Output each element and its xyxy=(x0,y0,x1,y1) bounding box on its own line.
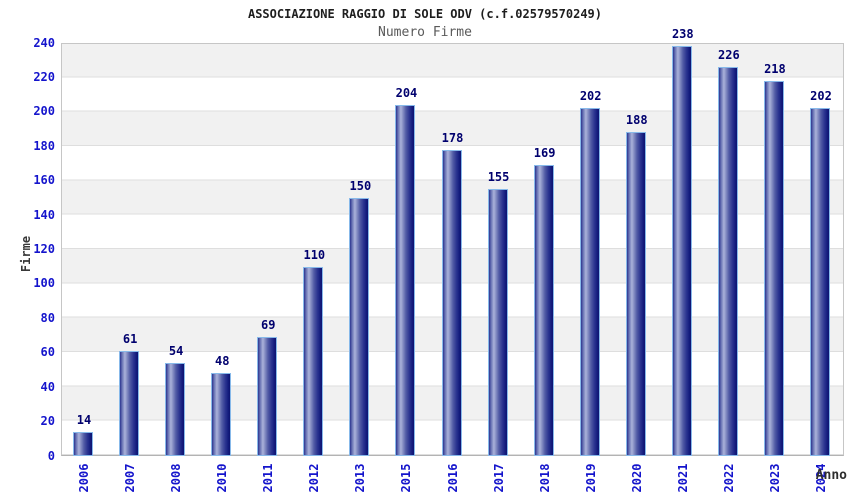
bar-value-label: 48 xyxy=(214,354,230,369)
x-tick-label: 2011 xyxy=(261,463,276,493)
y-tick-label: 180 xyxy=(33,138,55,153)
y-tick-label: 140 xyxy=(33,207,55,222)
x-tick-label: 2007 xyxy=(123,463,138,493)
x-tick-label: 2006 xyxy=(77,463,92,493)
bar-2021 xyxy=(671,46,692,456)
bar-2018 xyxy=(533,165,554,456)
y-tick-label: 100 xyxy=(33,276,55,291)
y-tick-label: 20 xyxy=(40,414,55,429)
y-tick-label: 60 xyxy=(40,345,55,360)
bar-value-label: 14 xyxy=(76,412,92,427)
bar-value-label: 188 xyxy=(625,113,648,128)
y-tick-label: 40 xyxy=(40,379,55,394)
x-axis-title: Anno xyxy=(815,468,847,483)
y-tick-label: 80 xyxy=(40,310,55,325)
bar-2023 xyxy=(763,80,784,456)
bar-value-label: 54 xyxy=(168,344,184,359)
bar-value-label: 169 xyxy=(533,146,556,161)
bar-2016 xyxy=(441,149,462,456)
bar-value-label: 238 xyxy=(671,27,694,42)
y-tick-label: 120 xyxy=(33,242,55,256)
x-tick-label: 2012 xyxy=(307,463,322,493)
x-tick-label: 2020 xyxy=(629,463,644,493)
bar-2011 xyxy=(257,337,278,456)
y-tick-label: 240 xyxy=(33,35,55,50)
bar-2012 xyxy=(303,266,324,456)
x-tick-label: 2015 xyxy=(399,463,414,493)
bar-2015 xyxy=(395,104,416,456)
y-tick-label: 200 xyxy=(33,104,55,119)
bar-value-label: 150 xyxy=(349,178,372,193)
x-tick-label: 2023 xyxy=(767,463,782,493)
bar-value-label: 202 xyxy=(579,89,602,104)
x-tick-label: 2013 xyxy=(353,463,368,493)
y-axis-title: Firme xyxy=(19,235,33,273)
bar-2006 xyxy=(73,431,94,456)
x-tick-label: 2018 xyxy=(537,463,552,493)
y-tick-label: 160 xyxy=(33,173,55,188)
bar-2019 xyxy=(579,108,600,456)
y-tick-label: 0 xyxy=(47,448,55,463)
bar-2022 xyxy=(717,67,738,456)
x-tick-label: 2019 xyxy=(583,463,598,493)
bar-value-label: 110 xyxy=(303,247,326,262)
bar-2010 xyxy=(211,373,232,456)
bar-value-label: 226 xyxy=(718,48,740,63)
x-tick-label: 2008 xyxy=(169,463,184,493)
x-tick-label: 2016 xyxy=(445,463,460,493)
bar-value-label: 204 xyxy=(395,85,418,100)
bar-value-label: 178 xyxy=(441,130,464,145)
x-tick-label: 2022 xyxy=(721,463,736,493)
bar-2017 xyxy=(487,189,508,456)
x-tick-label: 2017 xyxy=(491,463,506,493)
y-tick-label: 220 xyxy=(33,69,55,84)
x-tick-label: 2021 xyxy=(675,463,690,493)
bar-value-label: 155 xyxy=(487,170,510,185)
x-tick-label: 2010 xyxy=(215,463,230,493)
chart-title: ASSOCIAZIONE RAGGIO DI SOLE ODV (c.f.025… xyxy=(247,7,602,21)
bar-2007 xyxy=(119,351,140,456)
bar-2020 xyxy=(625,132,646,456)
chart-subtitle: Numero Firme xyxy=(378,25,472,40)
bar-2024 xyxy=(809,108,830,456)
bar-value-label: 202 xyxy=(810,89,832,104)
bar-value-label: 69 xyxy=(261,318,276,333)
bar-2013 xyxy=(349,197,370,456)
bar-2008 xyxy=(165,363,186,456)
bar-value-label: 61 xyxy=(122,332,138,347)
bar-value-label: 218 xyxy=(764,61,786,76)
